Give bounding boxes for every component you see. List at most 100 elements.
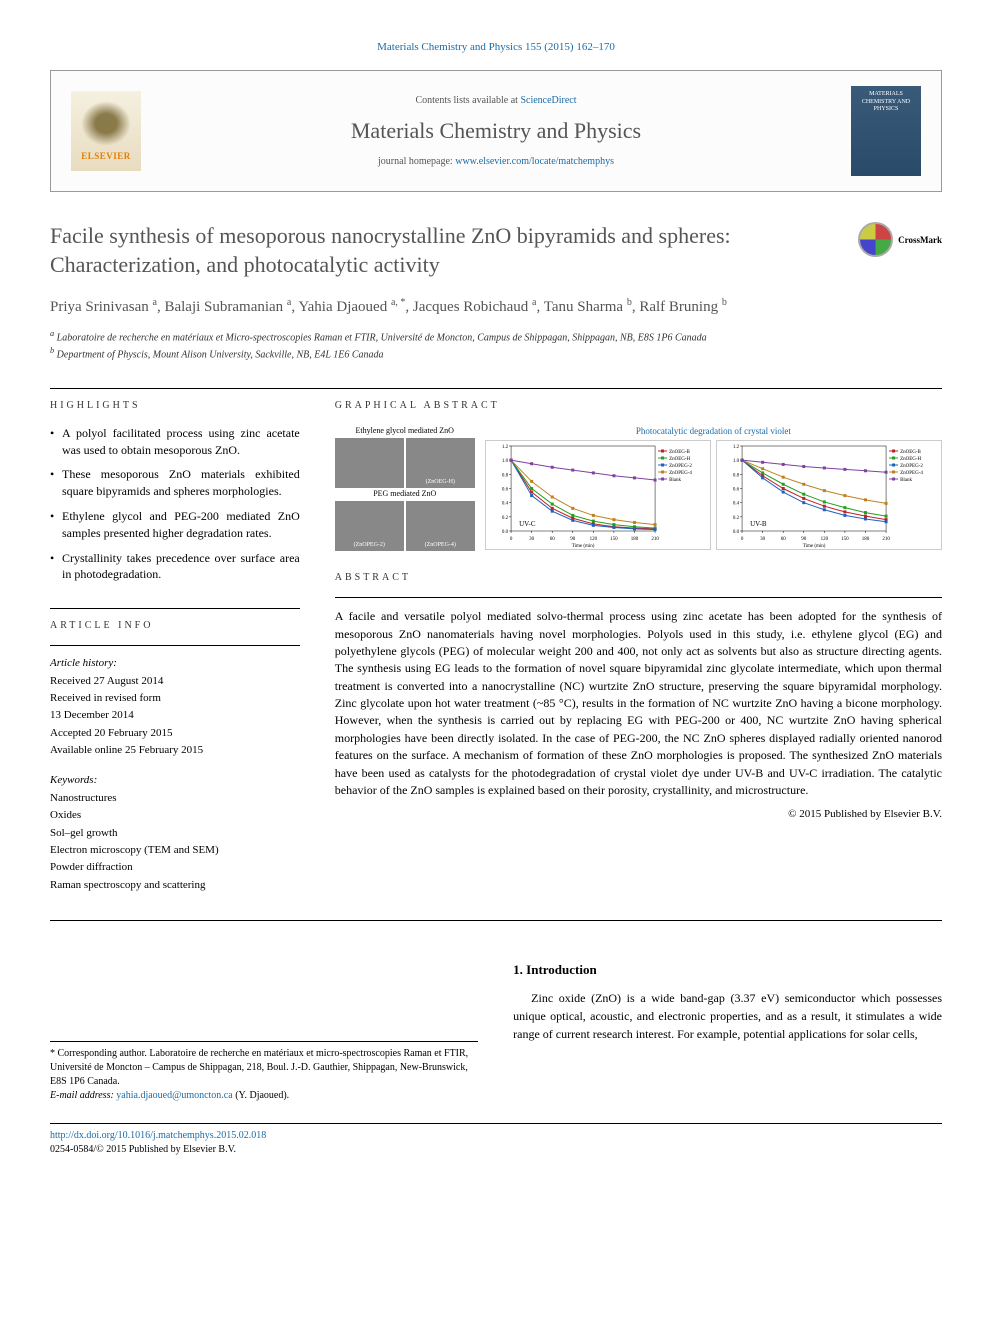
ga-label-1: Ethylene glycol mediated ZnO (335, 425, 475, 436)
svg-text:ZnOEG-B: ZnOEG-B (900, 450, 921, 455)
highlights-heading: HIGHLIGHTS (50, 399, 300, 413)
history-item: Available online 25 February 2015 (50, 743, 300, 758)
corresponding-email-line: E-mail address: yahia.djaoued@umoncton.c… (50, 1089, 478, 1103)
svg-text:120: 120 (589, 537, 597, 542)
homepage-link[interactable]: www.elsevier.com/locate/matchemphys (455, 156, 614, 167)
elsevier-tree-icon (81, 101, 131, 146)
divider (50, 645, 300, 646)
article-title: Facile synthesis of mesoporous nanocryst… (50, 222, 838, 279)
svg-text:180: 180 (630, 537, 638, 542)
email-link[interactable]: yahia.djaoued@umoncton.ca (116, 1090, 232, 1101)
history-item: Received in revised form (50, 691, 300, 706)
svg-text:UV-B: UV-B (750, 520, 767, 528)
svg-text:Time (min): Time (min) (571, 544, 594, 549)
keywords-list: NanostructuresOxidesSol–gel growthElectr… (50, 791, 300, 893)
history-list: Received 27 August 2014 Received in revis… (50, 674, 300, 759)
svg-text:210: 210 (882, 537, 890, 542)
svg-text:0.8: 0.8 (502, 474, 509, 479)
svg-text:30: 30 (760, 537, 766, 542)
keywords-label: Keywords: (50, 773, 300, 788)
keyword-item: Nanostructures (50, 791, 300, 806)
elsevier-logo: ELSEVIER (71, 91, 141, 171)
affiliation-a: a Laboratoire de recherche en matériaux … (50, 328, 942, 345)
highlight-item: Crystallinity takes precedence over surf… (50, 550, 300, 584)
svg-text:1.2: 1.2 (502, 445, 509, 450)
journal-header: ELSEVIER Contents lists available at Sci… (50, 70, 942, 192)
svg-text:0.0: 0.0 (733, 530, 740, 535)
contents-prefix: Contents lists available at (415, 95, 520, 106)
divider (50, 920, 942, 921)
ga-sem-image: (ZnOPEG-4) (406, 501, 475, 551)
svg-text:ZnOPEG-4: ZnOPEG-4 (900, 471, 923, 476)
svg-text:0.6: 0.6 (502, 488, 509, 493)
ga-images: Ethylene glycol mediated ZnO (ZnOEG-H) P… (335, 425, 475, 551)
email-label: E-mail address: (50, 1090, 116, 1101)
abstract-text: A facile and versatile polyol mediated s… (335, 597, 942, 799)
email-suffix: (Y. Djaoued). (233, 1090, 289, 1101)
svg-text:ZnOEG-B: ZnOEG-B (669, 450, 690, 455)
svg-text:90: 90 (801, 537, 807, 542)
crossmark-label: CrossMark (898, 234, 942, 247)
svg-text:120: 120 (820, 537, 828, 542)
divider (50, 388, 942, 389)
svg-text:0.2: 0.2 (733, 516, 740, 521)
keyword-item: Oxides (50, 808, 300, 823)
ga-chart-title: Photocatalytic degradation of crystal vi… (485, 425, 942, 438)
svg-text:ZnOEG-H: ZnOEG-H (669, 457, 690, 462)
journal-name: Materials Chemistry and Physics (156, 116, 836, 147)
chart-uvb: 03060901201501802100.00.20.40.60.81.01.2… (716, 440, 942, 550)
svg-text:1.2: 1.2 (733, 445, 740, 450)
svg-text:60: 60 (781, 537, 787, 542)
svg-text:210: 210 (651, 537, 659, 542)
affiliation-b: b Department of Physcis, Mount Alison Un… (50, 345, 942, 362)
history-label: Article history: (50, 656, 300, 671)
svg-text:150: 150 (610, 537, 618, 542)
contents-line: Contents lists available at ScienceDirec… (156, 94, 836, 108)
copyright-line: © 2015 Published by Elsevier B.V. (335, 807, 942, 822)
crossmark-icon (858, 222, 893, 257)
doi-link[interactable]: http://dx.doi.org/10.1016/j.matchemphys.… (50, 1130, 266, 1141)
issn-line: 0254-0584/© 2015 Published by Elsevier B… (50, 1144, 236, 1155)
svg-text:90: 90 (570, 537, 576, 542)
chart-uvc: 03060901201501802100.00.20.40.60.81.01.2… (485, 440, 711, 550)
authors-list: Priya Srinivasan a, Balaji Subramanian a… (50, 295, 942, 319)
highlights-list: A polyol facilitated process using zinc … (50, 425, 300, 583)
corresponding-author: * Corresponding author. Laboratoire de r… (50, 1041, 478, 1103)
introduction-heading: 1. Introduction (513, 961, 942, 979)
svg-text:UV-C: UV-C (519, 520, 536, 528)
ga-sem-image: (ZnOPEG-2) (335, 501, 404, 551)
svg-text:0.6: 0.6 (733, 488, 740, 493)
sciencedirect-link[interactable]: ScienceDirect (520, 95, 576, 106)
citation-line: Materials Chemistry and Physics 155 (201… (50, 40, 942, 55)
graphical-abstract-heading: GRAPHICAL ABSTRACT (335, 399, 942, 413)
svg-text:180: 180 (862, 537, 870, 542)
svg-text:0.0: 0.0 (502, 530, 509, 535)
keyword-item: Electron microscopy (TEM and SEM) (50, 843, 300, 858)
svg-text:ZnOPEG-2: ZnOPEG-2 (669, 464, 692, 469)
keyword-item: Raman spectroscopy and scattering (50, 878, 300, 893)
highlight-item: These mesoporous ZnO materials exhibited… (50, 466, 300, 500)
svg-text:1.0: 1.0 (502, 459, 509, 464)
cover-text: MATERIALS CHEMISTRY AND PHYSICS (856, 91, 916, 113)
highlight-item: A polyol facilitated process using zinc … (50, 425, 300, 459)
svg-text:0.8: 0.8 (733, 474, 740, 479)
svg-text:150: 150 (841, 537, 849, 542)
graphical-abstract-content: Ethylene glycol mediated ZnO (ZnOEG-H) P… (335, 425, 942, 551)
ga-charts: Photocatalytic degradation of crystal vi… (485, 425, 942, 551)
homepage-line: journal homepage: www.elsevier.com/locat… (156, 155, 836, 169)
ga-label-2: PEG mediated ZnO (335, 488, 475, 499)
journal-cover-thumbnail: MATERIALS CHEMISTRY AND PHYSICS (851, 86, 921, 176)
ga-sem-image (335, 438, 404, 488)
history-item: Received 27 August 2014 (50, 674, 300, 689)
crossmark-badge[interactable]: CrossMark (858, 222, 942, 257)
svg-text:0.2: 0.2 (502, 516, 509, 521)
svg-text:60: 60 (549, 537, 555, 542)
history-item: 13 December 2014 (50, 708, 300, 723)
homepage-prefix: journal homepage: (378, 156, 455, 167)
svg-text:ZnOPEG-2: ZnOPEG-2 (900, 464, 923, 469)
svg-text:30: 30 (529, 537, 535, 542)
svg-text:Time (min): Time (min) (803, 544, 826, 549)
introduction-text: Zinc oxide (ZnO) is a wide band-gap (3.3… (513, 989, 942, 1043)
elsevier-text: ELSEVIER (81, 150, 131, 163)
svg-text:1.0: 1.0 (733, 459, 740, 464)
